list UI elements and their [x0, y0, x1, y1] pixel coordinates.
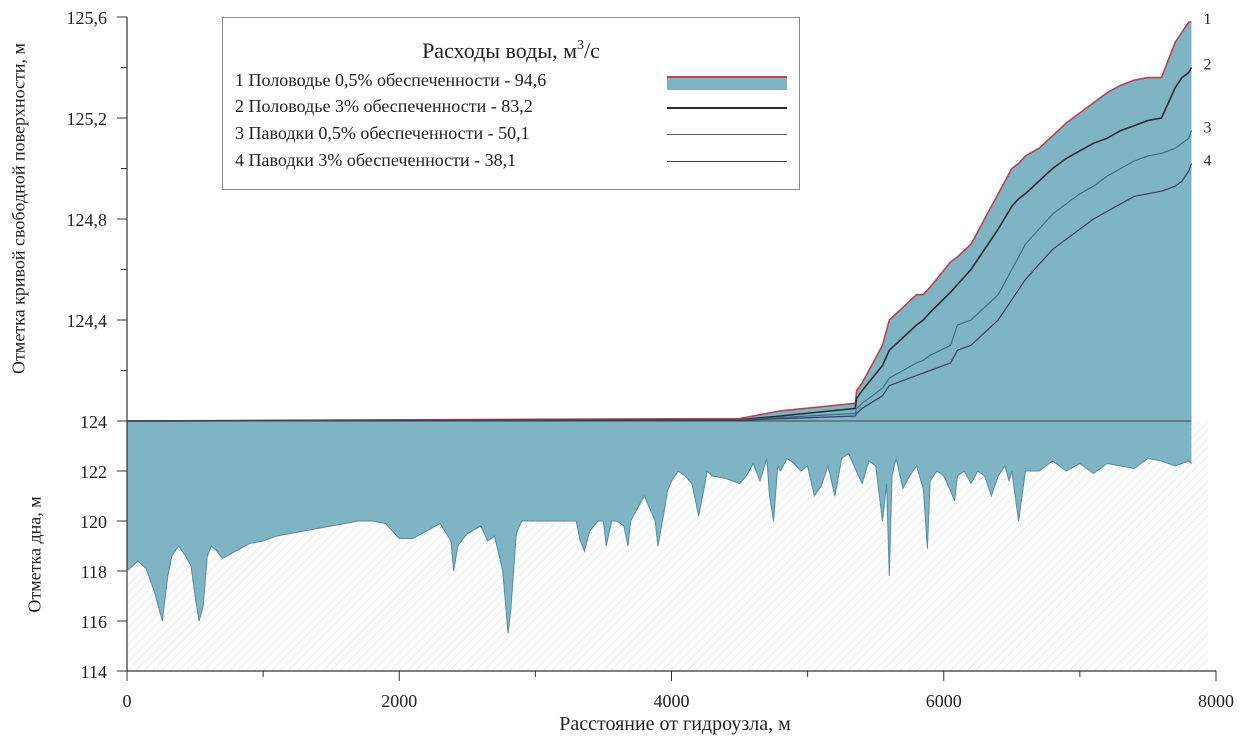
legend-swatch-1: [667, 76, 787, 90]
series-lines: [126, 21, 1193, 634]
curve-label-1: 1: [1203, 11, 1211, 28]
curve-label-3: 3: [1203, 120, 1211, 137]
x-axis-label: Расстояние от гидроузла, м: [559, 713, 791, 735]
curve-label-2: 2: [1203, 57, 1211, 74]
lower-y-tick-label: 120: [80, 512, 107, 532]
bed-profile-line: [126, 452, 1192, 634]
upper-y-tick-label: 124,8: [67, 210, 108, 230]
legend-entry-4: 4 Паводки 3% обеспеченности - 38,1: [235, 150, 517, 170]
upper-y-tick-label: 124,4: [67, 311, 108, 331]
legend-entry-1: 1 Половодье 0,5% обеспеченности - 94,6: [235, 70, 547, 90]
upper-y-tick-label: 125,2: [67, 109, 108, 129]
legend-swatch-2: [667, 107, 787, 109]
curve-label-4: 4: [1203, 152, 1211, 169]
lower-y-tick-label: 118: [81, 562, 107, 582]
series-line-4: [126, 163, 1193, 422]
upper-y-tick-label: 124: [80, 412, 107, 432]
water-area: [127, 22, 1192, 634]
upper-y-tick-label: 125,6: [67, 8, 108, 28]
legend: Расходы воды, м3/с 1 Половодье 0,5% обес…: [222, 17, 800, 190]
lower-y-tick-label: 114: [81, 662, 107, 682]
legend-entry-2: 2 Половодье 3% обеспеченности - 83,2: [235, 96, 533, 116]
lower-y-tick-label: 116: [81, 612, 107, 632]
legend-entry-3: 3 Паводки 0,5% обеспеченности - 50,1: [235, 123, 530, 143]
series-line-3: [126, 130, 1193, 422]
x-tick-label: 2000: [381, 691, 417, 711]
series-line-2: [126, 67, 1193, 422]
water-fill-channel: [127, 421, 1192, 634]
x-tick-label: 4000: [654, 691, 690, 711]
legend-swatch-3: [667, 134, 787, 135]
legend-title: Расходы воды, м3/с: [422, 38, 600, 63]
water-fill-surface: [127, 22, 1192, 421]
legend-swatch-4: [667, 161, 787, 162]
x-tick-label: 6000: [926, 691, 962, 711]
lower-y-tick-label: 122: [80, 462, 107, 482]
x-tick-label: 0: [123, 691, 132, 711]
series-line-1: [126, 21, 1192, 422]
x-tick-label: 8000: [1198, 691, 1234, 711]
